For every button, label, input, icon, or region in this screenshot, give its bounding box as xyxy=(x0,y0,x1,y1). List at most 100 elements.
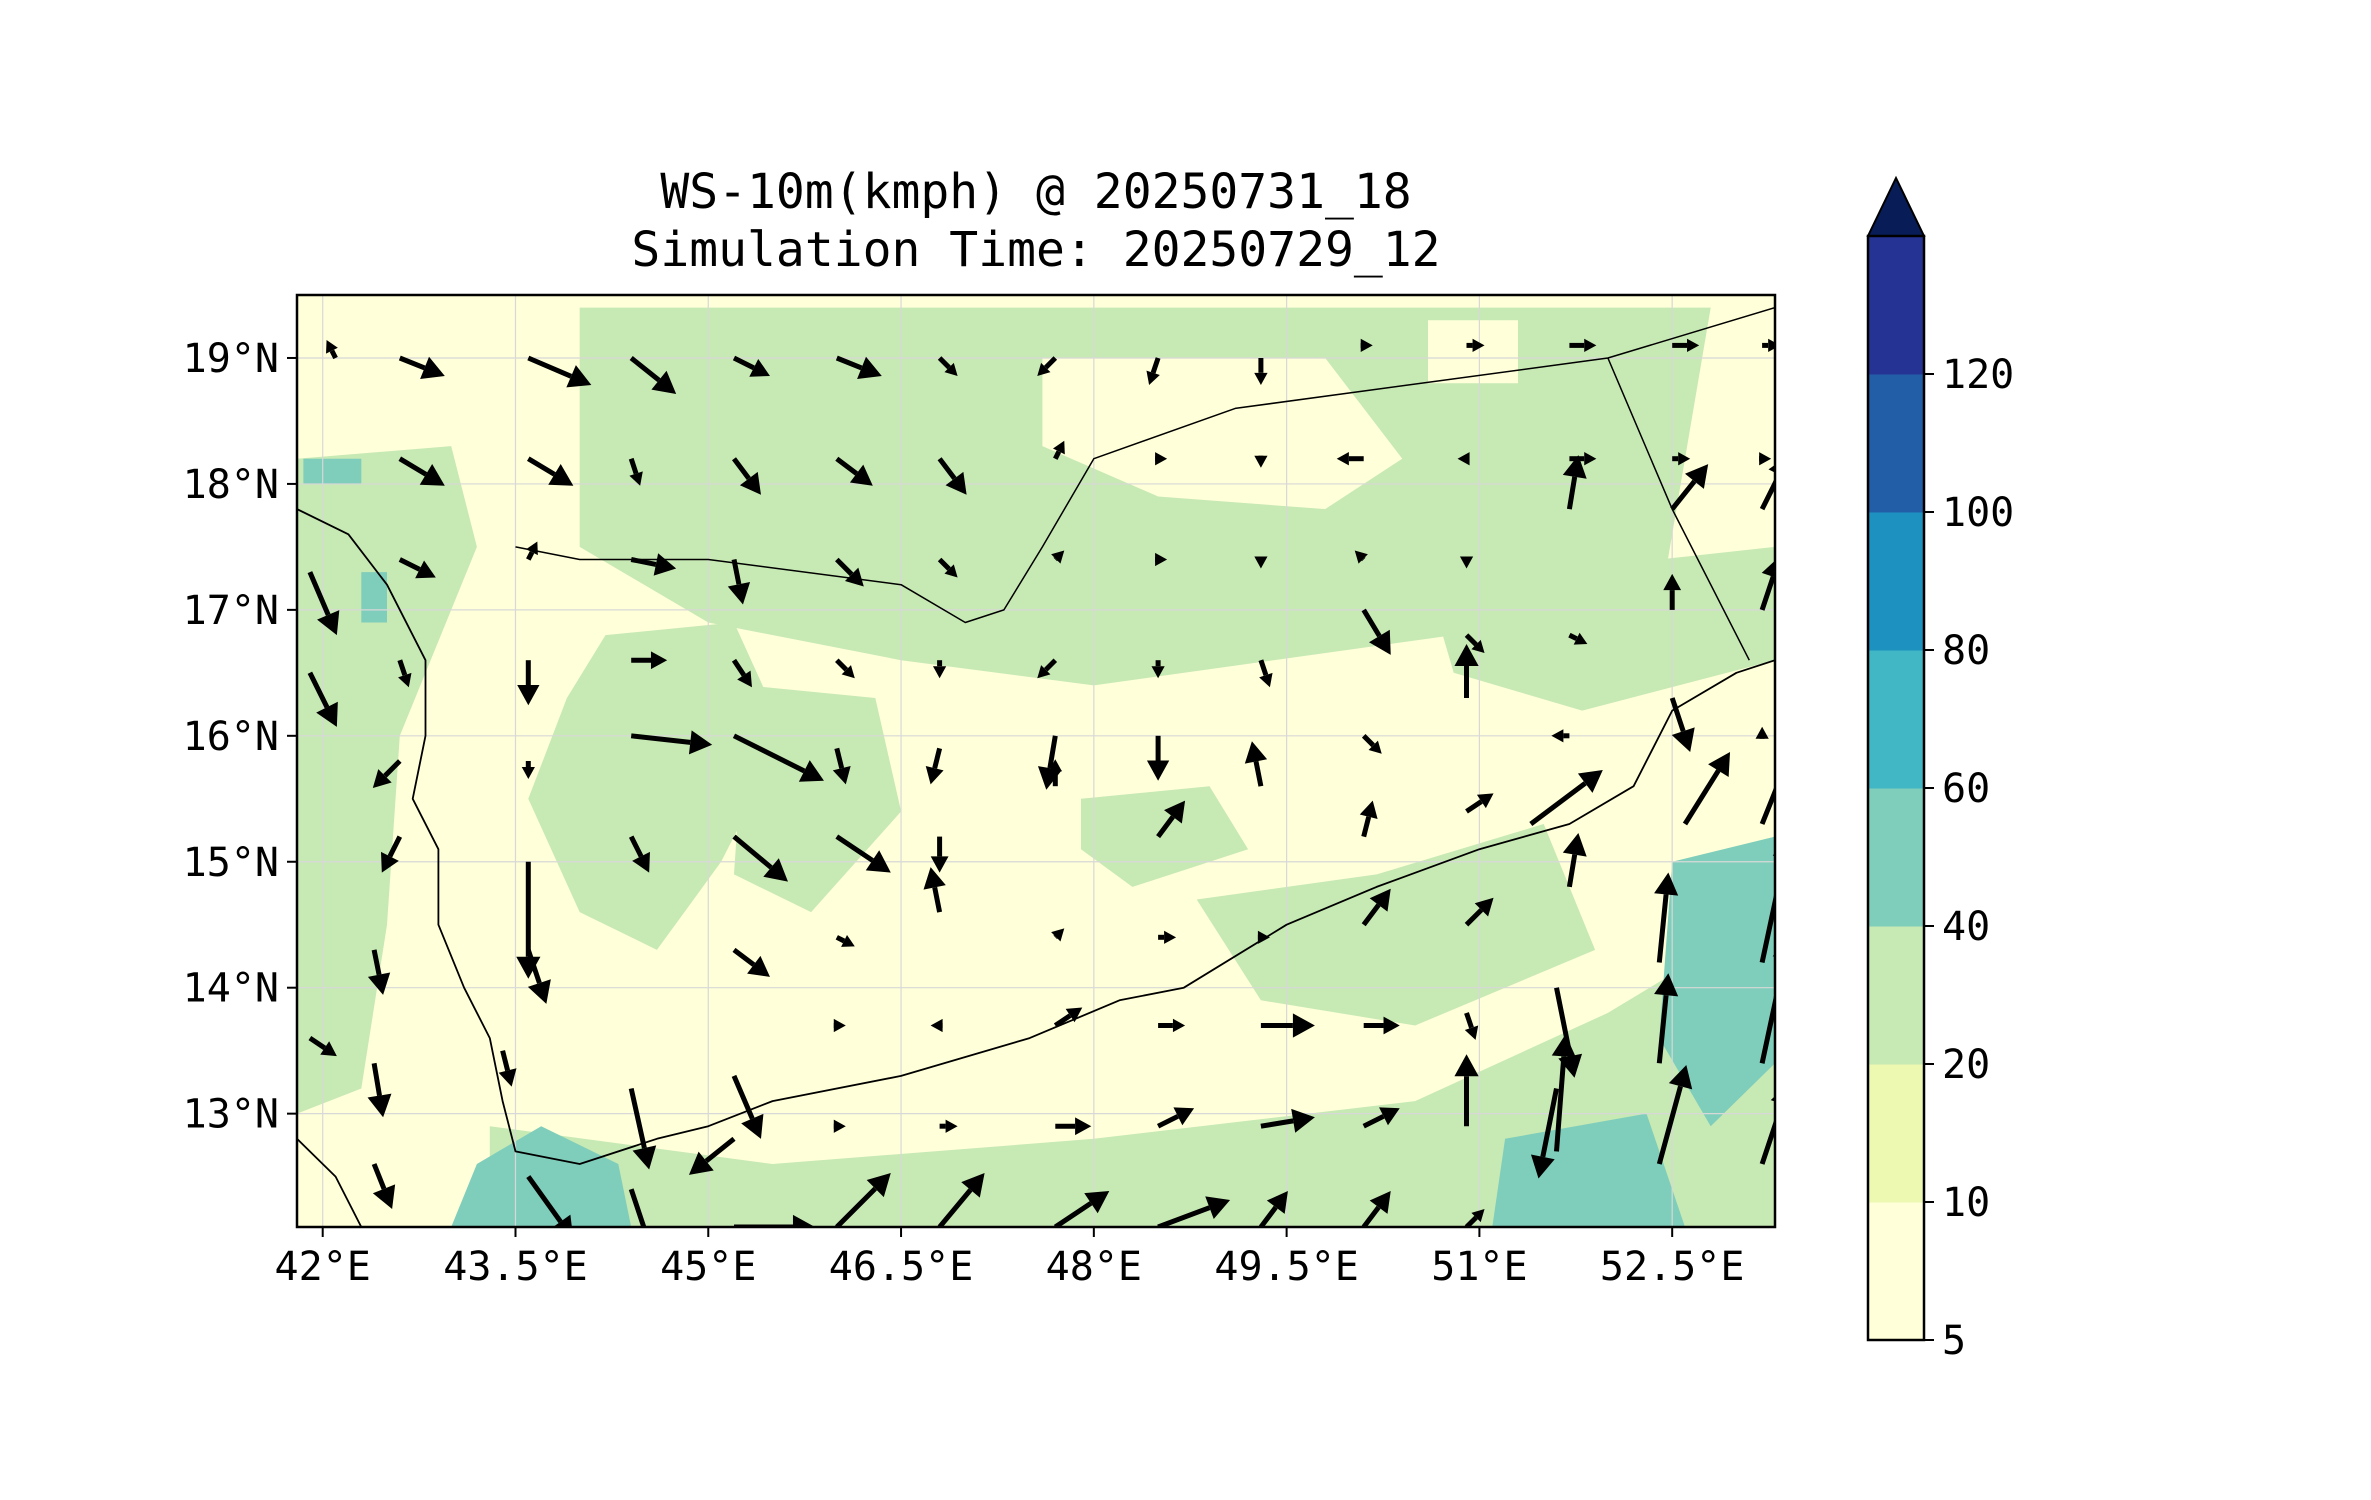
wind-vector-85 xyxy=(1465,793,1494,814)
wind-vector-46 xyxy=(517,660,540,706)
wind-vector-70 xyxy=(1551,729,1570,743)
wind-vector-57 xyxy=(1663,573,1682,610)
lat-tick-label-0: 19°N xyxy=(183,336,279,382)
wind-vector-2 xyxy=(527,355,592,388)
colorbar-segment-5 xyxy=(1868,512,1924,651)
contour-region-11 xyxy=(489,912,1775,1227)
wind-vector-121 xyxy=(939,1119,958,1133)
wind-vector-127 xyxy=(1551,1034,1576,1152)
wind-vector-118 xyxy=(628,1188,647,1227)
wind-vector-35 xyxy=(1051,550,1065,564)
wind-vector-7 xyxy=(1037,356,1058,376)
lon-tick-label-4: 48°E xyxy=(1046,1244,1142,1290)
coast-line-0 xyxy=(297,508,1775,1165)
wind-vectors xyxy=(307,338,1775,1227)
wind-vector-19 xyxy=(835,456,873,486)
wind-vector-134 xyxy=(1157,1196,1231,1227)
wind-vector-107 xyxy=(930,1018,943,1033)
contour-region-12 xyxy=(1196,824,1596,1026)
wind-vector-78 xyxy=(628,835,650,873)
wind-vector-126 xyxy=(1454,1054,1479,1127)
wind-vector-52 xyxy=(1151,660,1165,679)
lat-tick-label-1: 18°N xyxy=(183,462,279,508)
wind-vector-54 xyxy=(1361,608,1391,655)
wind-vector-90 xyxy=(732,947,770,977)
wind-vector-60 xyxy=(521,761,535,779)
colorbar-label-4: 60 xyxy=(1942,766,1990,812)
wind-vector-88 xyxy=(525,949,551,1004)
wind-vector-32 xyxy=(727,559,751,605)
wind-vector-119 xyxy=(688,1136,736,1175)
wind-vector-79 xyxy=(732,834,788,882)
wind-vector-48 xyxy=(731,658,752,688)
wind-vector-41 xyxy=(1670,464,1709,511)
wind-vector-14 xyxy=(1762,338,1775,352)
map-frame xyxy=(295,293,1777,1229)
wind-vector-61 xyxy=(630,730,713,755)
colorbar-label-0: 5 xyxy=(1942,1318,1966,1364)
wind-vector-31 xyxy=(630,553,677,576)
wind-vector-59 xyxy=(372,759,402,788)
wind-vector-117 xyxy=(526,1175,572,1227)
wind-vector-82 xyxy=(1048,759,1062,787)
wind-vector-109 xyxy=(1158,1018,1186,1033)
wind-vector-120 xyxy=(833,1119,846,1133)
wind-vector-10 xyxy=(1360,338,1373,352)
contour-region-6 xyxy=(528,622,786,950)
wind-vector-95 xyxy=(1257,930,1270,944)
lon-tick-label-7: 52.5°E xyxy=(1600,1244,1745,1290)
wind-vector-75 xyxy=(1759,785,1775,825)
wind-vector-51 xyxy=(1037,658,1058,679)
wind-vector-4 xyxy=(732,355,770,377)
contour-region-1 xyxy=(1042,358,1403,510)
wind-vector-12 xyxy=(1569,338,1597,353)
lon-tick-label-3: 46.5°E xyxy=(829,1244,974,1290)
wind-vector-44 xyxy=(307,671,338,727)
wind-vector-136 xyxy=(1361,1191,1391,1227)
wind-vector-39 xyxy=(1459,556,1474,569)
wind-vector-106 xyxy=(833,1018,846,1033)
wind-vector-16 xyxy=(527,456,574,486)
wind-vector-37 xyxy=(1254,556,1268,569)
wind-vector-99 xyxy=(1654,872,1679,963)
coast-line-3 xyxy=(297,1138,363,1227)
contour-region-4 xyxy=(554,572,619,661)
colorbar-label-1: 10 xyxy=(1942,1180,1990,1226)
wind-vector-112 xyxy=(1464,1012,1479,1040)
wind-vector-97 xyxy=(1464,897,1494,927)
wind-vector-64 xyxy=(925,747,944,785)
lon-tick-label-0: 42°E xyxy=(275,1244,371,1290)
wind-vector-50 xyxy=(933,660,947,679)
colorbar-label-5: 80 xyxy=(1942,628,1990,674)
longitude-ticks: 42°E 43.5°E 45°E 46.5°E 48°E 49.5°E 51°E 52.5°E xyxy=(275,1227,1745,1290)
wind-vector-135 xyxy=(1258,1191,1288,1227)
wind-vector-63 xyxy=(832,747,851,785)
wind-vector-29 xyxy=(398,557,436,579)
wind-vector-80 xyxy=(835,834,891,873)
lat-tick-label-2: 17°N xyxy=(183,588,279,634)
wind-vector-24 xyxy=(1336,452,1364,466)
wind-vector-15 xyxy=(398,456,445,486)
colorbar-label-2: 20 xyxy=(1942,1042,1990,1088)
wind-vector-116 xyxy=(371,1163,396,1210)
lat-tick-label-5: 14°N xyxy=(183,966,279,1012)
wind-vector-114 xyxy=(1654,973,1679,1064)
wind-vector-137 xyxy=(1464,1209,1485,1227)
wind-vector-22 xyxy=(1155,452,1168,466)
wind-vector-92 xyxy=(923,867,946,913)
wind-vector-105 xyxy=(731,1074,764,1139)
contour-region-8 xyxy=(1428,546,1775,711)
wind-vector-25 xyxy=(1457,452,1470,466)
colorbar-segment-3 xyxy=(1868,788,1924,927)
lon-tick-label-5: 49.5°E xyxy=(1214,1244,1359,1290)
lat-tick-label-3: 16°N xyxy=(183,714,279,760)
wind-vector-125 xyxy=(1362,1107,1400,1129)
colorbar-segment-4 xyxy=(1868,650,1924,789)
wind-vector-66 xyxy=(1146,735,1170,781)
contour-region-7 xyxy=(734,685,902,913)
wind-vector-1 xyxy=(398,355,445,380)
wind-vector-93 xyxy=(1051,928,1065,942)
wind-vector-74 xyxy=(1682,751,1731,826)
